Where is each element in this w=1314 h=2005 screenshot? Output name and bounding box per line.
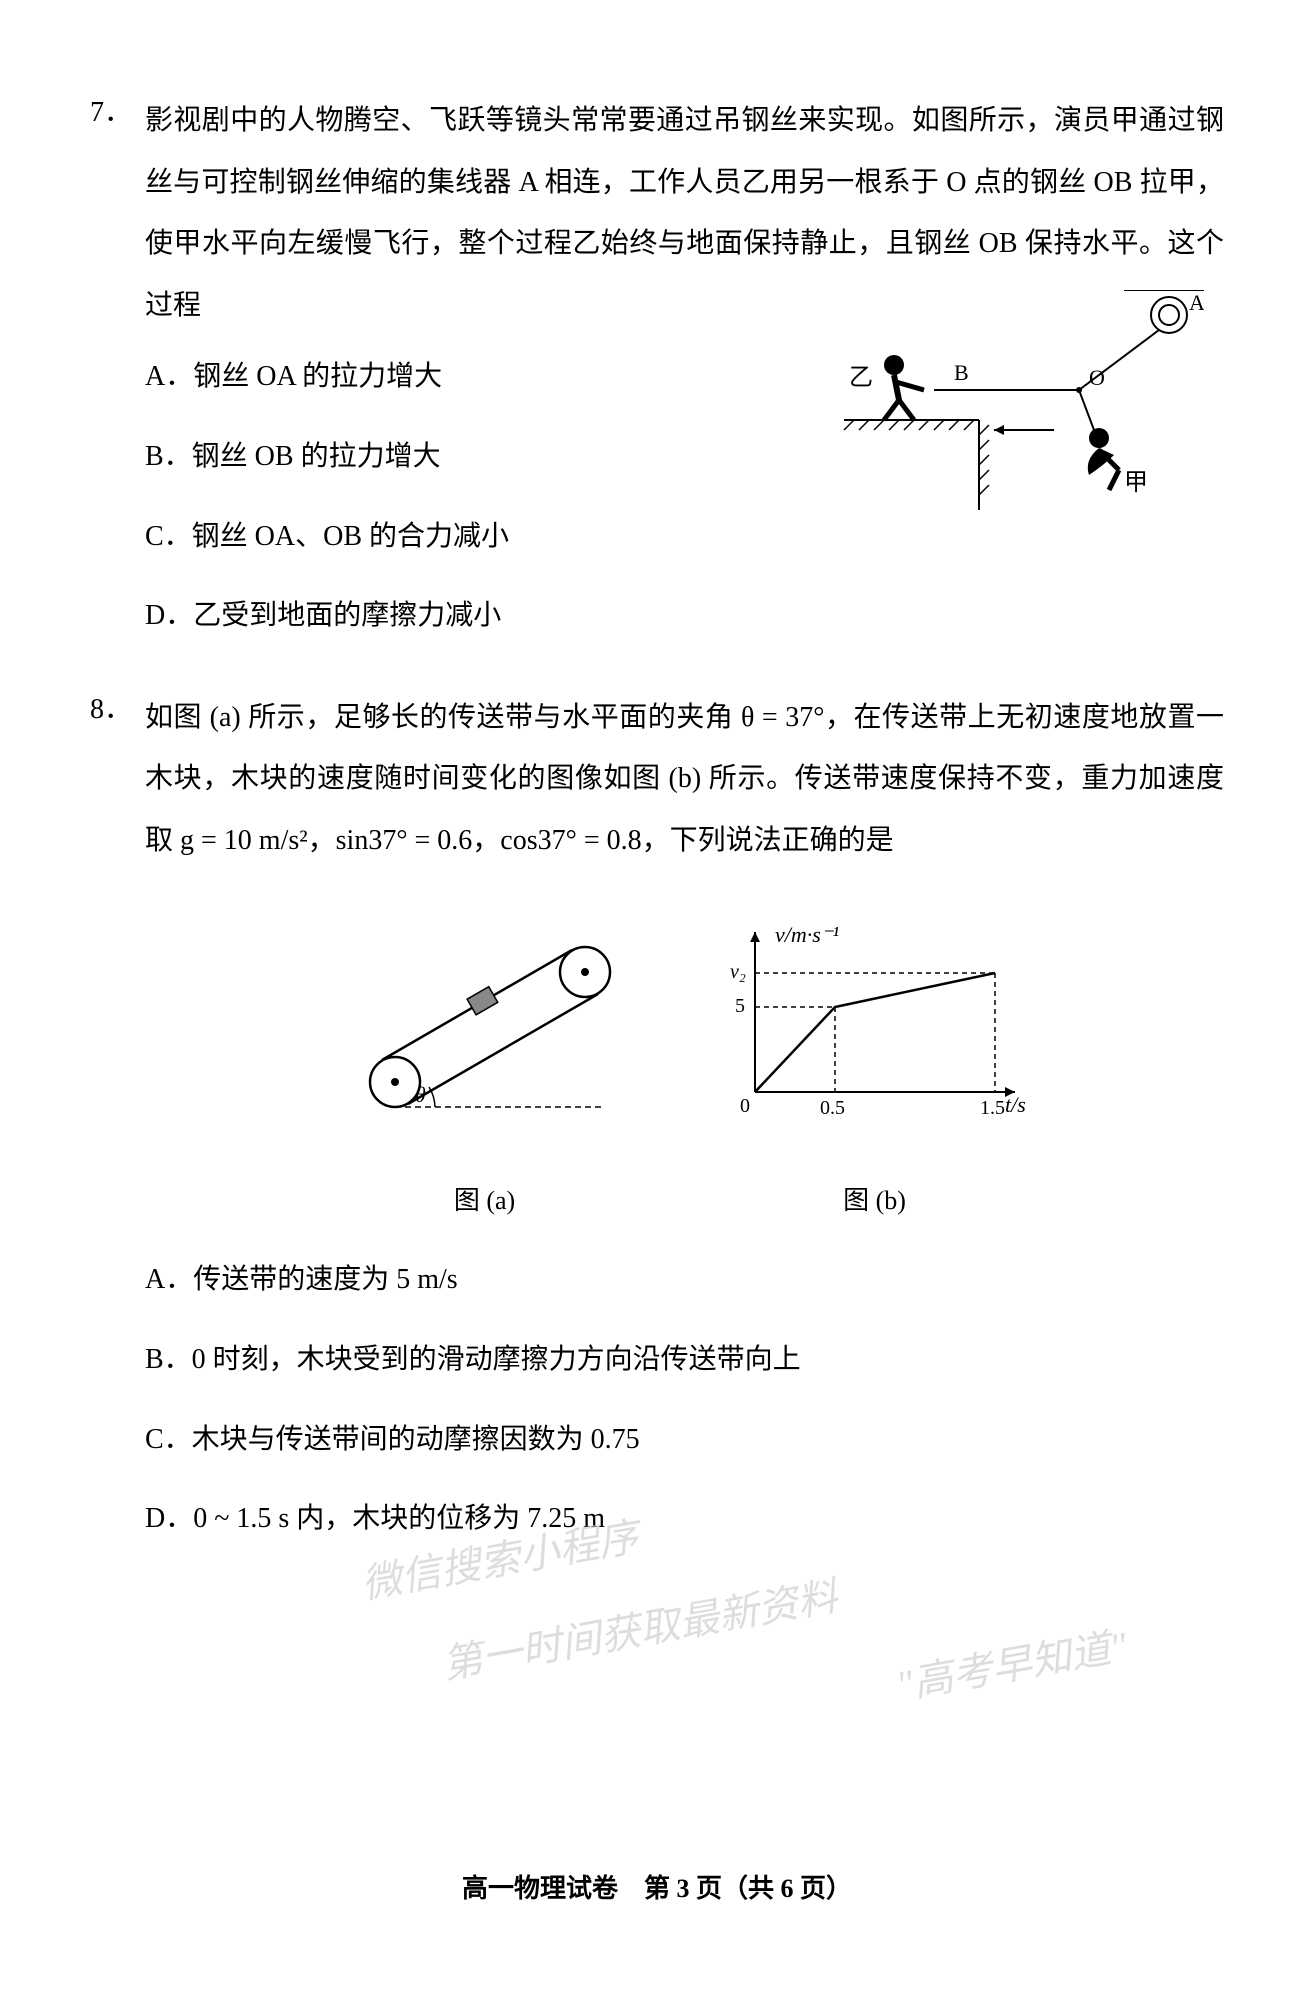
label-o: O	[1089, 365, 1105, 390]
block	[467, 986, 498, 1014]
question-7: 7． 影视剧中的人物腾空、飞跃等镜头常常要通过吊钢丝来实现。如图所示，演员甲通过…	[90, 90, 1224, 647]
fig-a-label: 图 (a)	[325, 1172, 645, 1229]
y-axis-label: v/m·s⁻¹	[775, 922, 839, 947]
q7-options: A．钢丝 OA 的拉力增大 B．钢丝 OB 的拉力增大 C．钢丝 OA、OB 的…	[145, 346, 745, 646]
q8-option-b: B．0 时刻，木块受到的滑动摩擦力方向沿传送带向上	[145, 1329, 1224, 1391]
belt-bottom	[408, 994, 598, 1104]
q8-diagram-b-wrap: v/m·s⁻¹ t/s 0 5 v₂ 0.5 1.5	[705, 902, 1045, 1230]
q7-option-a: A．钢丝 OA 的拉力增大	[145, 346, 745, 408]
y-arrow	[750, 932, 760, 942]
person-jia	[1088, 428, 1119, 490]
pulley-a-inner	[1159, 305, 1179, 325]
platform-hatch	[844, 420, 989, 495]
person-yi	[884, 355, 924, 420]
q8-option-c: C．木块与传送带间的动摩擦因数为 0.75	[145, 1409, 1224, 1471]
tick-y5: 5	[735, 995, 745, 1017]
pulley-a	[1151, 297, 1187, 333]
q8-diagram-a-wrap: θ 图 (a)	[325, 902, 645, 1230]
label-yi: 乙	[849, 365, 873, 391]
q8-diagram-b: v/m·s⁻¹ t/s 0 5 v₂ 0.5 1.5	[705, 902, 1045, 1142]
q8-body: 如图 (a) 所示，足够长的传送带与水平面的夹角 θ = 37°，在传送带上无初…	[145, 687, 1224, 1550]
tick-x15: 1.5	[980, 1097, 1005, 1119]
q7-option-d: D．乙受到地面的摩擦力减小	[145, 585, 745, 647]
tick-x05: 0.5	[820, 1097, 845, 1119]
x-axis-label: t/s	[1005, 1092, 1026, 1117]
tick-yv2: v₂	[730, 961, 746, 983]
wire-down	[1079, 390, 1094, 430]
q8-text: 如图 (a) 所示，足够长的传送带与水平面的夹角 θ = 37°，在传送带上无初…	[145, 687, 1224, 872]
data-line	[755, 973, 995, 1092]
q8-diagram-a: θ	[325, 902, 645, 1142]
q8-diagrams: θ 图 (a) v/m·s⁻¹ t/s 0	[145, 902, 1224, 1230]
arrow-head	[994, 425, 1004, 435]
q8-options: A．传送带的速度为 5 m/s B．0 时刻，木块受到的滑动摩擦力方向沿传送带向…	[145, 1249, 1224, 1549]
label-jia: 甲	[1124, 470, 1148, 496]
question-8: 8． 如图 (a) 所示，足够长的传送带与水平面的夹角 θ = 37°，在传送带…	[90, 687, 1224, 1550]
page-footer: 高一物理试卷 第 3 页（共 6 页）	[0, 1868, 1314, 1905]
pulley-top-dot	[581, 968, 589, 976]
watermark-2: 第一时间获取最新资料	[435, 1553, 844, 1709]
q8-option-a: A．传送带的速度为 5 m/s	[145, 1249, 1224, 1311]
q8-number: 8．	[90, 687, 132, 727]
watermark-3: "高考早知道"	[889, 1602, 1134, 1729]
q7-diagram: A O B 甲	[824, 290, 1204, 510]
tick-0: 0	[740, 1095, 750, 1117]
label-b: B	[954, 360, 969, 385]
pulley-bottom-dot	[391, 1078, 399, 1086]
q7-option-b: B．钢丝 OB 的拉力增大	[145, 426, 745, 488]
angle-label: θ	[415, 1082, 426, 1107]
q7-number: 7．	[90, 90, 132, 130]
q8-option-d: D．0 ~ 1.5 s 内，木块的位移为 7.25 m	[145, 1488, 1224, 1550]
q7-option-c: C．钢丝 OA、OB 的合力减小	[145, 506, 745, 568]
fig-b-label: 图 (b)	[705, 1172, 1045, 1229]
label-a: A	[1189, 290, 1204, 315]
